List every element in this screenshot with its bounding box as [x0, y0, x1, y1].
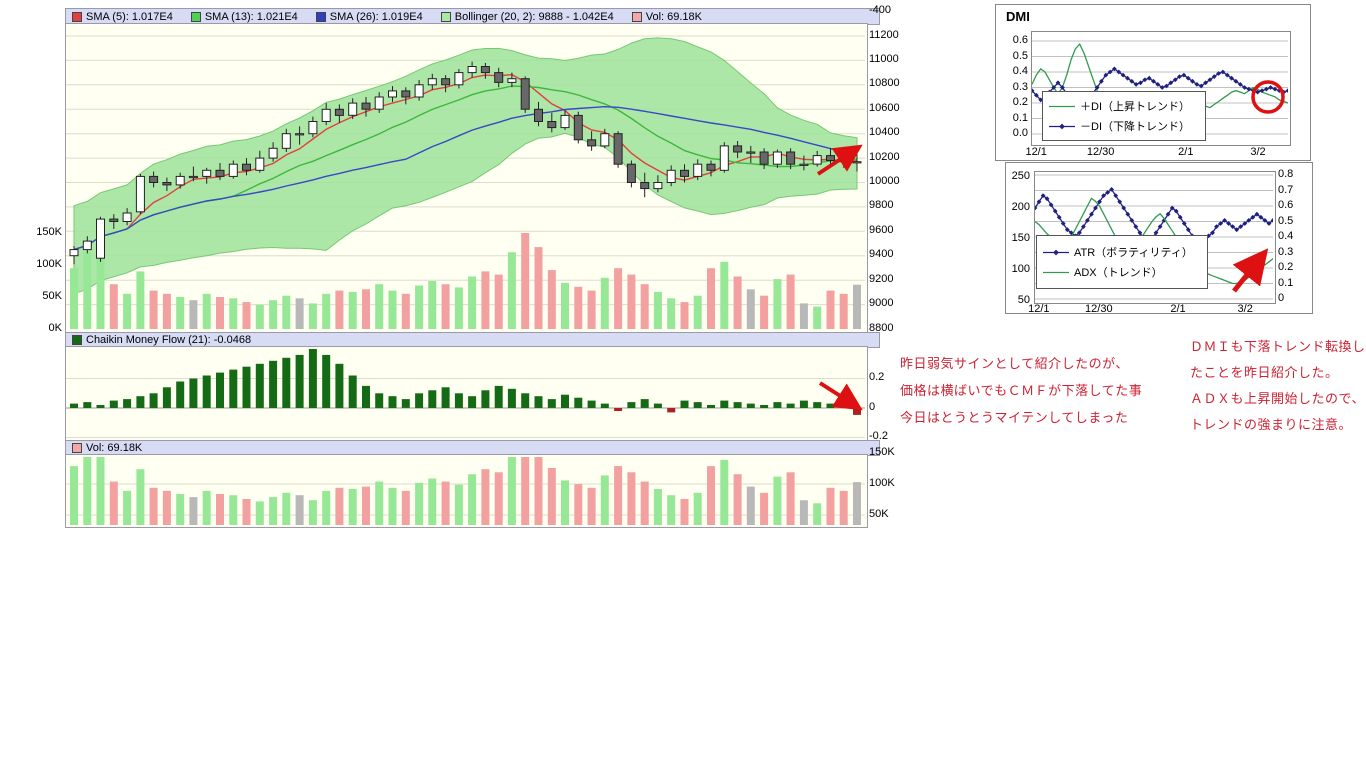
adx-axis-tick: 0.6: [1278, 199, 1294, 211]
legend-swatch: [440, 11, 451, 22]
price-axis-tick: 11000: [869, 52, 899, 65]
legend-row: ATR（ボラティリティ）: [1043, 244, 1201, 260]
adx-axis-tick: 0.7: [1278, 183, 1294, 196]
volume-overlay-bars: [70, 233, 861, 329]
dmi-date-label: 12/30: [1086, 146, 1115, 158]
annotation-cmf-line-3: 今日はとうとうマイテンしてしまった: [900, 410, 1129, 425]
price-axis-tick: 9200: [869, 272, 894, 285]
main-price-chart: [65, 23, 868, 333]
volume-panel-bars: [70, 457, 861, 525]
price-axis-tick: 10800: [869, 77, 900, 90]
atr-axis-tick: 250: [1011, 170, 1030, 182]
legend-row: ADX（トレンド）: [1043, 267, 1163, 279]
cmf-chart: [65, 346, 868, 441]
adx-axis-tick: 0.3: [1278, 245, 1294, 258]
volume-panel-axis-tick: 150K: [869, 446, 895, 458]
volume-axis-tick: 150K: [36, 225, 62, 238]
atr-legend-box: ATR（ボラティリティ） ADX（トレンド）: [1036, 235, 1208, 289]
atr-date-label: 3/2: [1237, 303, 1253, 315]
price-axis-tick: 10600: [869, 101, 900, 114]
annotation-dmi-line-1: ＤＭＩも下落トレンド転換し: [1190, 339, 1366, 354]
cmf-chart-canvas: [66, 349, 865, 438]
legend-swatch: [315, 11, 326, 22]
legend-row: －DI（下降トレンド）: [1049, 118, 1199, 134]
legend-item: SMA (5): 1.017E4: [72, 11, 173, 23]
volume-panel-axis-tick: 50K: [869, 508, 889, 520]
price-axis-tick: 9800: [869, 199, 894, 212]
cmf-bars: [70, 349, 861, 415]
dmi-title: DMI: [1006, 9, 1030, 24]
legend-swatch: [72, 443, 82, 453]
cmf-axis-tick: 0: [869, 400, 876, 413]
price-axis-tick: 9000: [869, 297, 894, 310]
dmi-legend-box: ＋DI（上昇トレンド） －DI（下降トレンド）: [1042, 91, 1206, 141]
atr-date-label: 2/1: [1170, 303, 1186, 315]
dmi-axis-tick: 0.0: [1012, 127, 1028, 139]
dmi-date-label: 3/2: [1250, 146, 1266, 158]
legend-item: Chaikin Money Flow (21): -0.0468: [72, 334, 251, 346]
volume-chart: [65, 454, 868, 528]
legend-item: Bollinger (20, 2): 9888 - 1.042E4: [440, 11, 614, 23]
volume-chart-canvas: [66, 457, 865, 525]
legend-item: SMA (26): 1.019E4: [315, 11, 423, 23]
atr-date-label: 12/1: [1028, 303, 1050, 315]
annotation-dmi-line-2: たことを昨日紹介した。: [1190, 365, 1339, 380]
dmi-date-label: 2/1: [1178, 146, 1194, 158]
volume-axis-tick: 50K: [42, 289, 62, 302]
legend-swatch: [72, 335, 82, 345]
adx-axis-tick: 0.4: [1278, 230, 1294, 242]
legend-item: Vol: 69.18K: [631, 11, 702, 23]
candles: [69, 61, 862, 265]
adx-axis-tick: 0.5: [1278, 214, 1294, 227]
dmi-date-label: 12/1: [1025, 146, 1047, 158]
adx-axis-tick: 0.8: [1278, 168, 1294, 180]
volume-panel-axis-tick: 100K: [869, 477, 895, 489]
price-axis-tick: 10400: [869, 126, 900, 139]
dmi-axis-tick: 0.2: [1012, 96, 1028, 108]
annotation-dmi-line-3: ＡＤＸも上昇開始したので、: [1190, 391, 1365, 406]
dmi-chart: DMI ＋DI（上昇トレンド） －DI（下降トレンド） 0.6 0.5 0.4 0.3 0…: [995, 4, 1311, 161]
atr-adx-chart: ATR（ボラティリティ） ADX（トレンド） 250 200 150 100 50 0.8 0…: [1005, 162, 1313, 315]
legend-row: ＋DI（上昇トレンド）: [1049, 101, 1190, 113]
annotation-dmi-line-4: トレンドの強まりに注意。: [1190, 417, 1353, 432]
atr-axis-tick: 50: [1017, 294, 1030, 306]
main-price-chart-canvas: [66, 35, 865, 329]
legend-item: SMA (13): 1.021E4: [190, 11, 298, 23]
cmf-axis-tick: -0.2: [869, 430, 888, 442]
adx-axis-tick: 0.2: [1278, 261, 1294, 273]
price-axis-top-label: -400: [869, 4, 892, 16]
cmf-axis-tick: 0.2: [869, 371, 885, 383]
price-axis-tick: 11200: [869, 28, 899, 41]
dmi-axis-tick: 0.6: [1012, 34, 1028, 46]
annotation-cmf-line-1: 昨日弱気サインとして紹介したのが、: [900, 356, 1129, 371]
dmi-axis-tick: 0.3: [1012, 80, 1028, 93]
legend-swatch: [72, 11, 82, 22]
price-axis-tick: 8800: [869, 321, 894, 334]
adx-axis-tick: 0.1: [1278, 276, 1294, 289]
volume-axis-tick: 100K: [36, 257, 62, 270]
dmi-axis-tick: 0.5: [1012, 49, 1028, 62]
dmi-axis-tick: 0.4: [1012, 65, 1028, 77]
atr-axis-tick: 100: [1011, 263, 1030, 275]
atr-axis-tick: 150: [1011, 232, 1030, 244]
adx-axis-tick: 0: [1278, 292, 1285, 304]
dmi-axis-tick: 0.1: [1012, 111, 1028, 124]
volume-axis-tick: 0K: [48, 321, 62, 334]
price-axis-tick: 9600: [869, 223, 894, 236]
price-axis-tick: 10000: [869, 175, 900, 187]
price-axis-tick: 10200: [869, 150, 900, 163]
atr-date-label: 12/30: [1085, 303, 1113, 315]
bollinger-band: [73, 37, 858, 295]
atr-axis-tick: 200: [1011, 201, 1030, 213]
annotation-cmf-line-2: 価格は横ばいでもＣＭＦが下落してた事: [900, 383, 1143, 398]
legend-item: Vol: 69.18K: [72, 442, 142, 454]
legend-swatch: [631, 11, 642, 22]
legend-swatch: [190, 11, 201, 22]
price-axis-tick: 9400: [869, 248, 894, 261]
